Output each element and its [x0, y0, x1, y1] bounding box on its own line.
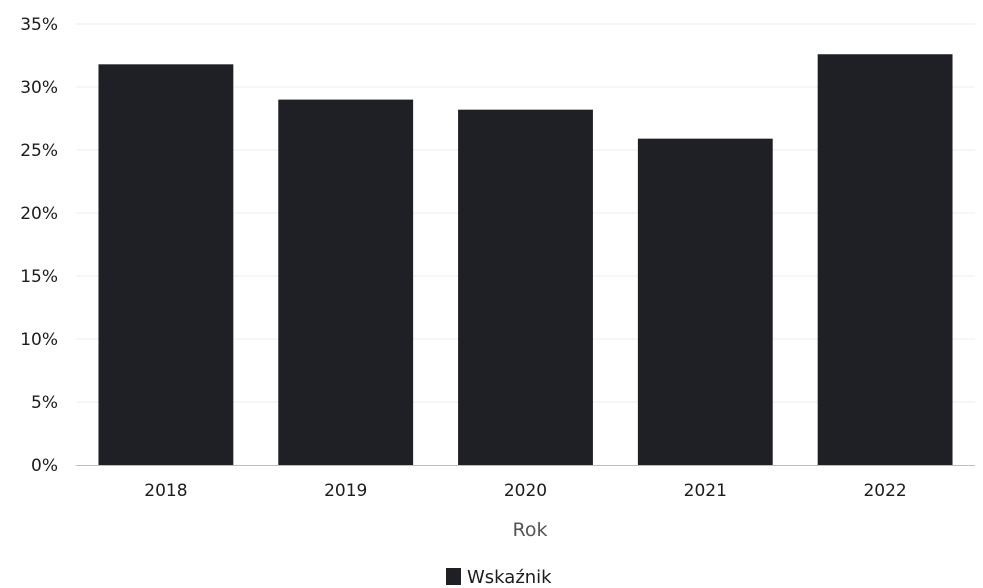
bar-2021: [637, 138, 773, 465]
y-tick-label: 15%: [20, 267, 58, 287]
legend: Wskaźnik: [446, 567, 552, 588]
x-tick-label: 2022: [863, 481, 906, 501]
bars: [98, 54, 953, 466]
bar-2020: [458, 109, 593, 466]
y-tick-label: 0%: [31, 456, 58, 476]
x-axis-ticks: 2018 2019 2020 2021 2022: [144, 481, 906, 501]
x-tick-label: 2021: [684, 481, 727, 501]
legend-label: Wskaźnik: [467, 567, 552, 588]
bar-2019: [278, 99, 414, 465]
y-tick-label: 30%: [20, 78, 58, 98]
x-tick-label: 2018: [144, 481, 187, 501]
y-tick-label: 5%: [31, 393, 58, 413]
y-tick-label: 20%: [20, 204, 58, 224]
y-tick-label: 35%: [20, 15, 58, 35]
y-axis-ticks: 0% 5% 10% 15% 20% 25% 30% 35%: [20, 15, 58, 476]
x-axis-title: Rok: [513, 519, 548, 541]
y-tick-label: 10%: [20, 330, 58, 350]
y-tick-label: 25%: [20, 141, 58, 161]
legend-swatch: [446, 568, 461, 585]
bar-2022: [817, 54, 953, 466]
bar-2018: [98, 64, 234, 465]
x-tick-label: 2020: [504, 481, 547, 501]
x-tick-label: 2019: [324, 481, 367, 501]
